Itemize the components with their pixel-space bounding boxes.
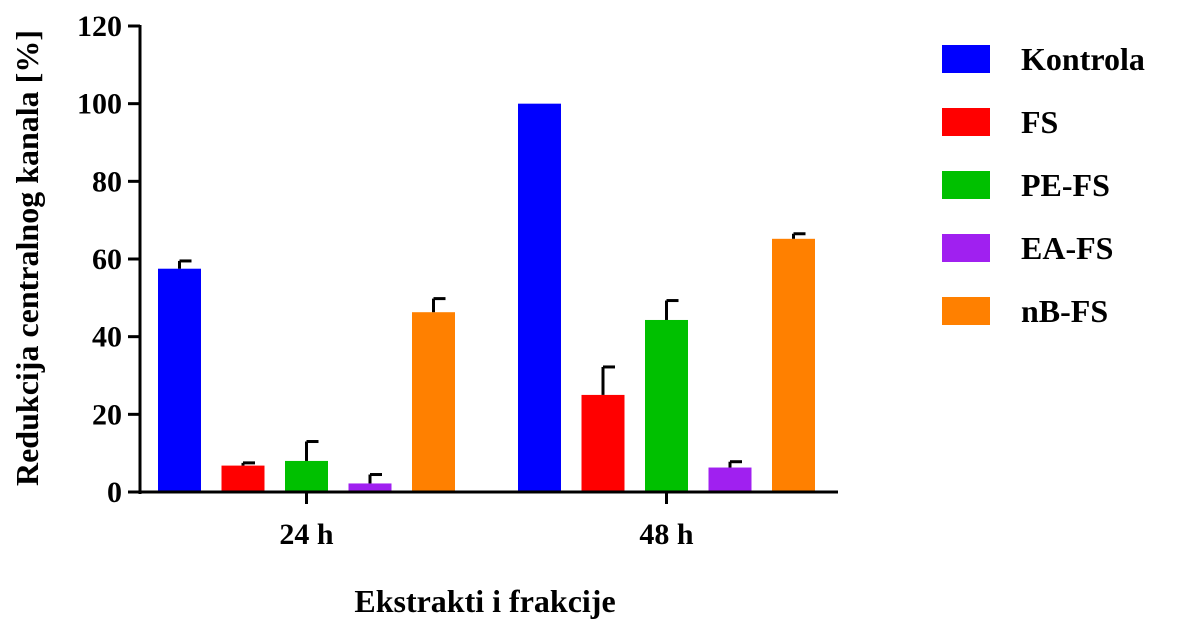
bar-nb-fs-0 bbox=[412, 312, 455, 492]
legend-label-pe-fs: PE-FS bbox=[1021, 167, 1110, 203]
legend-swatch-kontrola bbox=[942, 45, 990, 73]
legend-swatch-pe-fs bbox=[942, 171, 990, 199]
bar-ea-fs-1 bbox=[708, 467, 752, 492]
y-tick-label-120: 120 bbox=[77, 10, 122, 43]
y-tick-label-0: 0 bbox=[107, 476, 122, 509]
bar-kontrola-0 bbox=[158, 268, 201, 492]
legend-label-nb-fs: nB-FS bbox=[1021, 293, 1108, 329]
bar-ea-fs-0 bbox=[348, 483, 392, 492]
legend-label-kontrola: Kontrola bbox=[1021, 41, 1145, 77]
bar-pe-fs-0 bbox=[285, 460, 328, 492]
x-tick-label-1: 48 h bbox=[639, 518, 694, 551]
y-axis-title: Redukcija centralnog kanala [%] bbox=[9, 30, 45, 486]
x-tick-label-0: 24 h bbox=[279, 518, 334, 551]
legend-label-ea-fs: EA-FS bbox=[1021, 230, 1113, 266]
bar-pe-fs-1 bbox=[645, 319, 688, 492]
y-tick-label-20: 20 bbox=[92, 398, 122, 431]
bar-kontrola-1 bbox=[518, 103, 561, 493]
y-tick-label-40: 40 bbox=[92, 321, 122, 354]
axes: 0 20 40 60 80 100 120 24 h 48 h bbox=[77, 10, 838, 551]
bar-nb-fs-1 bbox=[772, 238, 815, 492]
plot-area bbox=[158, 103, 815, 493]
legend-swatch-fs bbox=[942, 108, 990, 136]
bar-fs-1 bbox=[581, 394, 625, 492]
y-tick-label-100: 100 bbox=[77, 88, 122, 121]
legend-label-fs: FS bbox=[1021, 104, 1058, 140]
legend: Kontrola FS PE-FS EA-FS nB-FS bbox=[942, 41, 1145, 329]
x-axis-title: Ekstrakti i frakcije bbox=[354, 583, 615, 619]
bar-fs-0 bbox=[221, 465, 265, 492]
legend-swatch-nb-fs bbox=[942, 297, 990, 325]
y-tick-label-80: 80 bbox=[92, 165, 122, 198]
y-tick-label-60: 60 bbox=[92, 243, 122, 276]
legend-swatch-ea-fs bbox=[942, 234, 990, 262]
